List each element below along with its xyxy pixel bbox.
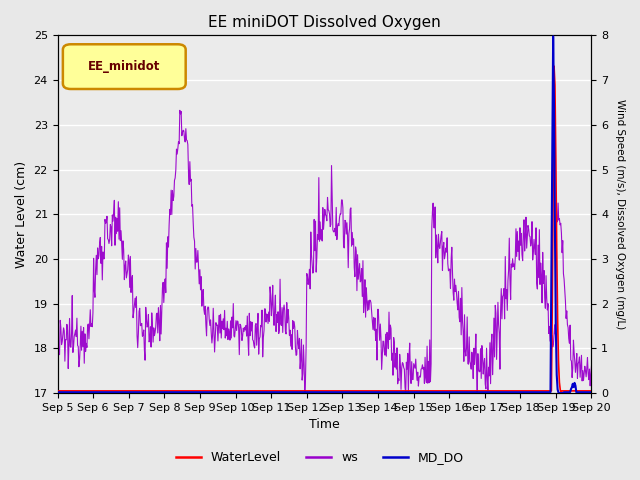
Text: EE_minidot: EE_minidot (88, 60, 161, 73)
Y-axis label: Water Level (cm): Water Level (cm) (15, 161, 28, 268)
X-axis label: Time: Time (309, 419, 340, 432)
Y-axis label: Wind Speed (m/s), Dissolved Oxygen (mg/L): Wind Speed (m/s), Dissolved Oxygen (mg/L… (615, 99, 625, 329)
Title: EE miniDOT Dissolved Oxygen: EE miniDOT Dissolved Oxygen (208, 15, 441, 30)
FancyBboxPatch shape (63, 44, 186, 89)
Legend: WaterLevel, ws, MD_DO: WaterLevel, ws, MD_DO (171, 446, 469, 469)
